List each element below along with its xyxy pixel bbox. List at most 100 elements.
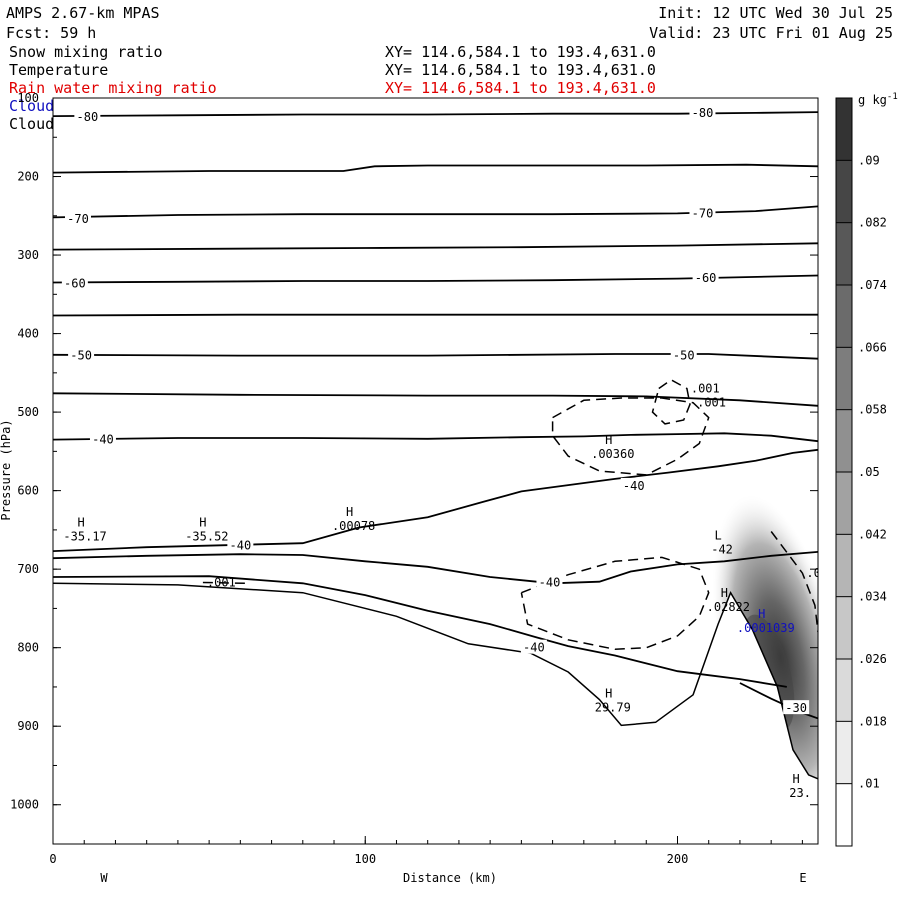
temperature-contour — [53, 551, 818, 585]
field-name: Snow mixing ratio — [9, 43, 163, 61]
y-tick-label: 900 — [17, 719, 39, 733]
contour-label-bg — [68, 347, 95, 362]
contour-label: -60 — [64, 276, 86, 290]
extremum-value: .0001039 — [737, 621, 795, 635]
axes: 0 100 200 100 200 300 400 500 600 700 800 900 1000 — [10, 91, 818, 866]
terrain-fill — [53, 583, 818, 844]
extremum-marker: L — [714, 529, 721, 543]
snow-contours — [202, 379, 818, 651]
temperature-contour — [53, 353, 818, 360]
y-tick-label: 1000 — [10, 798, 39, 812]
colorbar-segment — [836, 472, 852, 535]
contour-label: -30 — [785, 701, 807, 715]
contour-label-bg — [689, 205, 716, 220]
snow-contour — [551, 397, 710, 476]
colorbar-segment — [836, 534, 852, 598]
colorbar-tick-label: .066 — [858, 340, 887, 354]
x-axis-label: Distance (km) — [403, 871, 497, 885]
y-tick-label: 800 — [17, 641, 39, 655]
field-xy: XY= 114.6,584.1 to 193.4,631.0 — [385, 79, 656, 97]
temperature-contour — [53, 432, 818, 443]
snow-contour-label: .001 — [697, 396, 726, 410]
y-axis-label: Pressure (hPa) — [0, 419, 13, 520]
colorbar-segment — [836, 721, 852, 785]
extremum-marker: H — [721, 586, 728, 600]
contour-labels: -80 -80-70 -70-60 -60-50 -50-40-40-40-40-40-… — [61, 104, 835, 715]
colorbar-segment — [836, 409, 852, 473]
contour-label-bg — [620, 477, 647, 492]
init-time: Init: 12 UTC Wed 30 Jul 25 — [658, 4, 893, 22]
forecast-hour: Fcst: 59 h — [6, 24, 96, 42]
extremum-marker: H — [758, 607, 765, 621]
contour-label: -40 — [539, 576, 561, 590]
field-name: Temperature — [9, 61, 108, 79]
colorbar-segment — [836, 783, 852, 847]
colorbar-segment — [836, 160, 852, 224]
contour-label: -70 — [67, 212, 89, 226]
contour-label-bg — [227, 537, 254, 552]
extremum-marker: H — [605, 686, 612, 700]
extremum-marker: H — [77, 515, 84, 529]
temperature-contour — [53, 163, 818, 174]
colorbar-segment — [836, 98, 852, 161]
snow-contour — [651, 379, 691, 425]
extremum-value: .00360 — [591, 447, 634, 461]
snow-contour-label: .001 — [207, 576, 236, 590]
temperature-contour — [53, 448, 818, 552]
colorbar-tick-label: .082 — [858, 216, 887, 230]
temperature-contour — [53, 242, 818, 251]
contour-label-bg — [689, 104, 716, 119]
plot-frame — [52, 97, 819, 845]
contour-label: -40 — [623, 479, 645, 493]
colorbar-unit: g kg-1 — [858, 92, 898, 107]
east-label: E — [799, 871, 806, 885]
valid-time: Valid: 23 UTC Fri 01 Aug 25 — [649, 24, 893, 42]
colorbar-tick-label: .05 — [858, 465, 880, 479]
extremum-value: 23. — [789, 786, 811, 800]
y-tick-label: 600 — [17, 484, 39, 498]
contour-label: -40 — [523, 641, 545, 655]
extrema-labels: H-35.17H-35.52H.00078H.00360L-42H.02822H… — [63, 433, 811, 800]
y-tick-label: 400 — [17, 327, 39, 341]
extremum-value: .02822 — [707, 600, 750, 614]
west-label: W — [100, 871, 108, 885]
colorbar-tick-label: .034 — [858, 590, 887, 604]
contour-label: -80 — [692, 106, 714, 120]
contour-label: -70 — [692, 206, 714, 220]
plot-area: -80 -80-70 -70-60 -60-50 -50-40-40-40-40-40-… — [10, 91, 835, 866]
contour-label-bg — [783, 700, 810, 715]
y-tick-label: 300 — [17, 248, 39, 262]
contour-label-bg — [670, 347, 697, 362]
extremum-value: -35.17 — [63, 529, 106, 543]
contour-label-bg — [74, 108, 101, 123]
colorbar-segment — [836, 222, 852, 286]
contour-label: -40 — [230, 539, 252, 553]
colorbar-tick-label: .018 — [858, 714, 887, 728]
snow-contour-label: .001 — [806, 566, 835, 580]
colorbar-tick-label: .042 — [858, 527, 887, 541]
temperature-contour — [53, 575, 787, 688]
colorbar-tick-label: .058 — [858, 403, 887, 417]
contour-label: -80 — [77, 110, 99, 124]
field-xy: XY= 114.6,584.1 to 193.4,631.0 — [385, 61, 656, 79]
temperature-contour — [53, 313, 818, 317]
extremum-marker: H — [793, 772, 800, 786]
model-title: AMPS 2.67-km MPAS — [6, 4, 160, 22]
field-xy: XY= 114.6,584.1 to 193.4,631.0 — [385, 43, 656, 61]
contour-label: -40 — [92, 433, 114, 447]
extremum-value: -42 — [711, 543, 733, 557]
y-tick-label: 500 — [17, 405, 39, 419]
colorbar-segment — [836, 659, 852, 722]
contour-label: -60 — [695, 271, 717, 285]
contour-label-bg — [61, 275, 88, 290]
terrain-layer — [53, 582, 818, 844]
colorbar-tick-label: .026 — [858, 652, 887, 666]
temperature-contour — [53, 205, 818, 219]
extremum-value: .00078 — [332, 519, 375, 533]
temperature-contours — [53, 111, 818, 720]
y-tick-label: 700 — [17, 562, 39, 576]
contour-label-bg — [536, 574, 563, 589]
colorbar-segment — [836, 596, 852, 660]
field-name: Rain water mixing ratio — [9, 79, 217, 97]
